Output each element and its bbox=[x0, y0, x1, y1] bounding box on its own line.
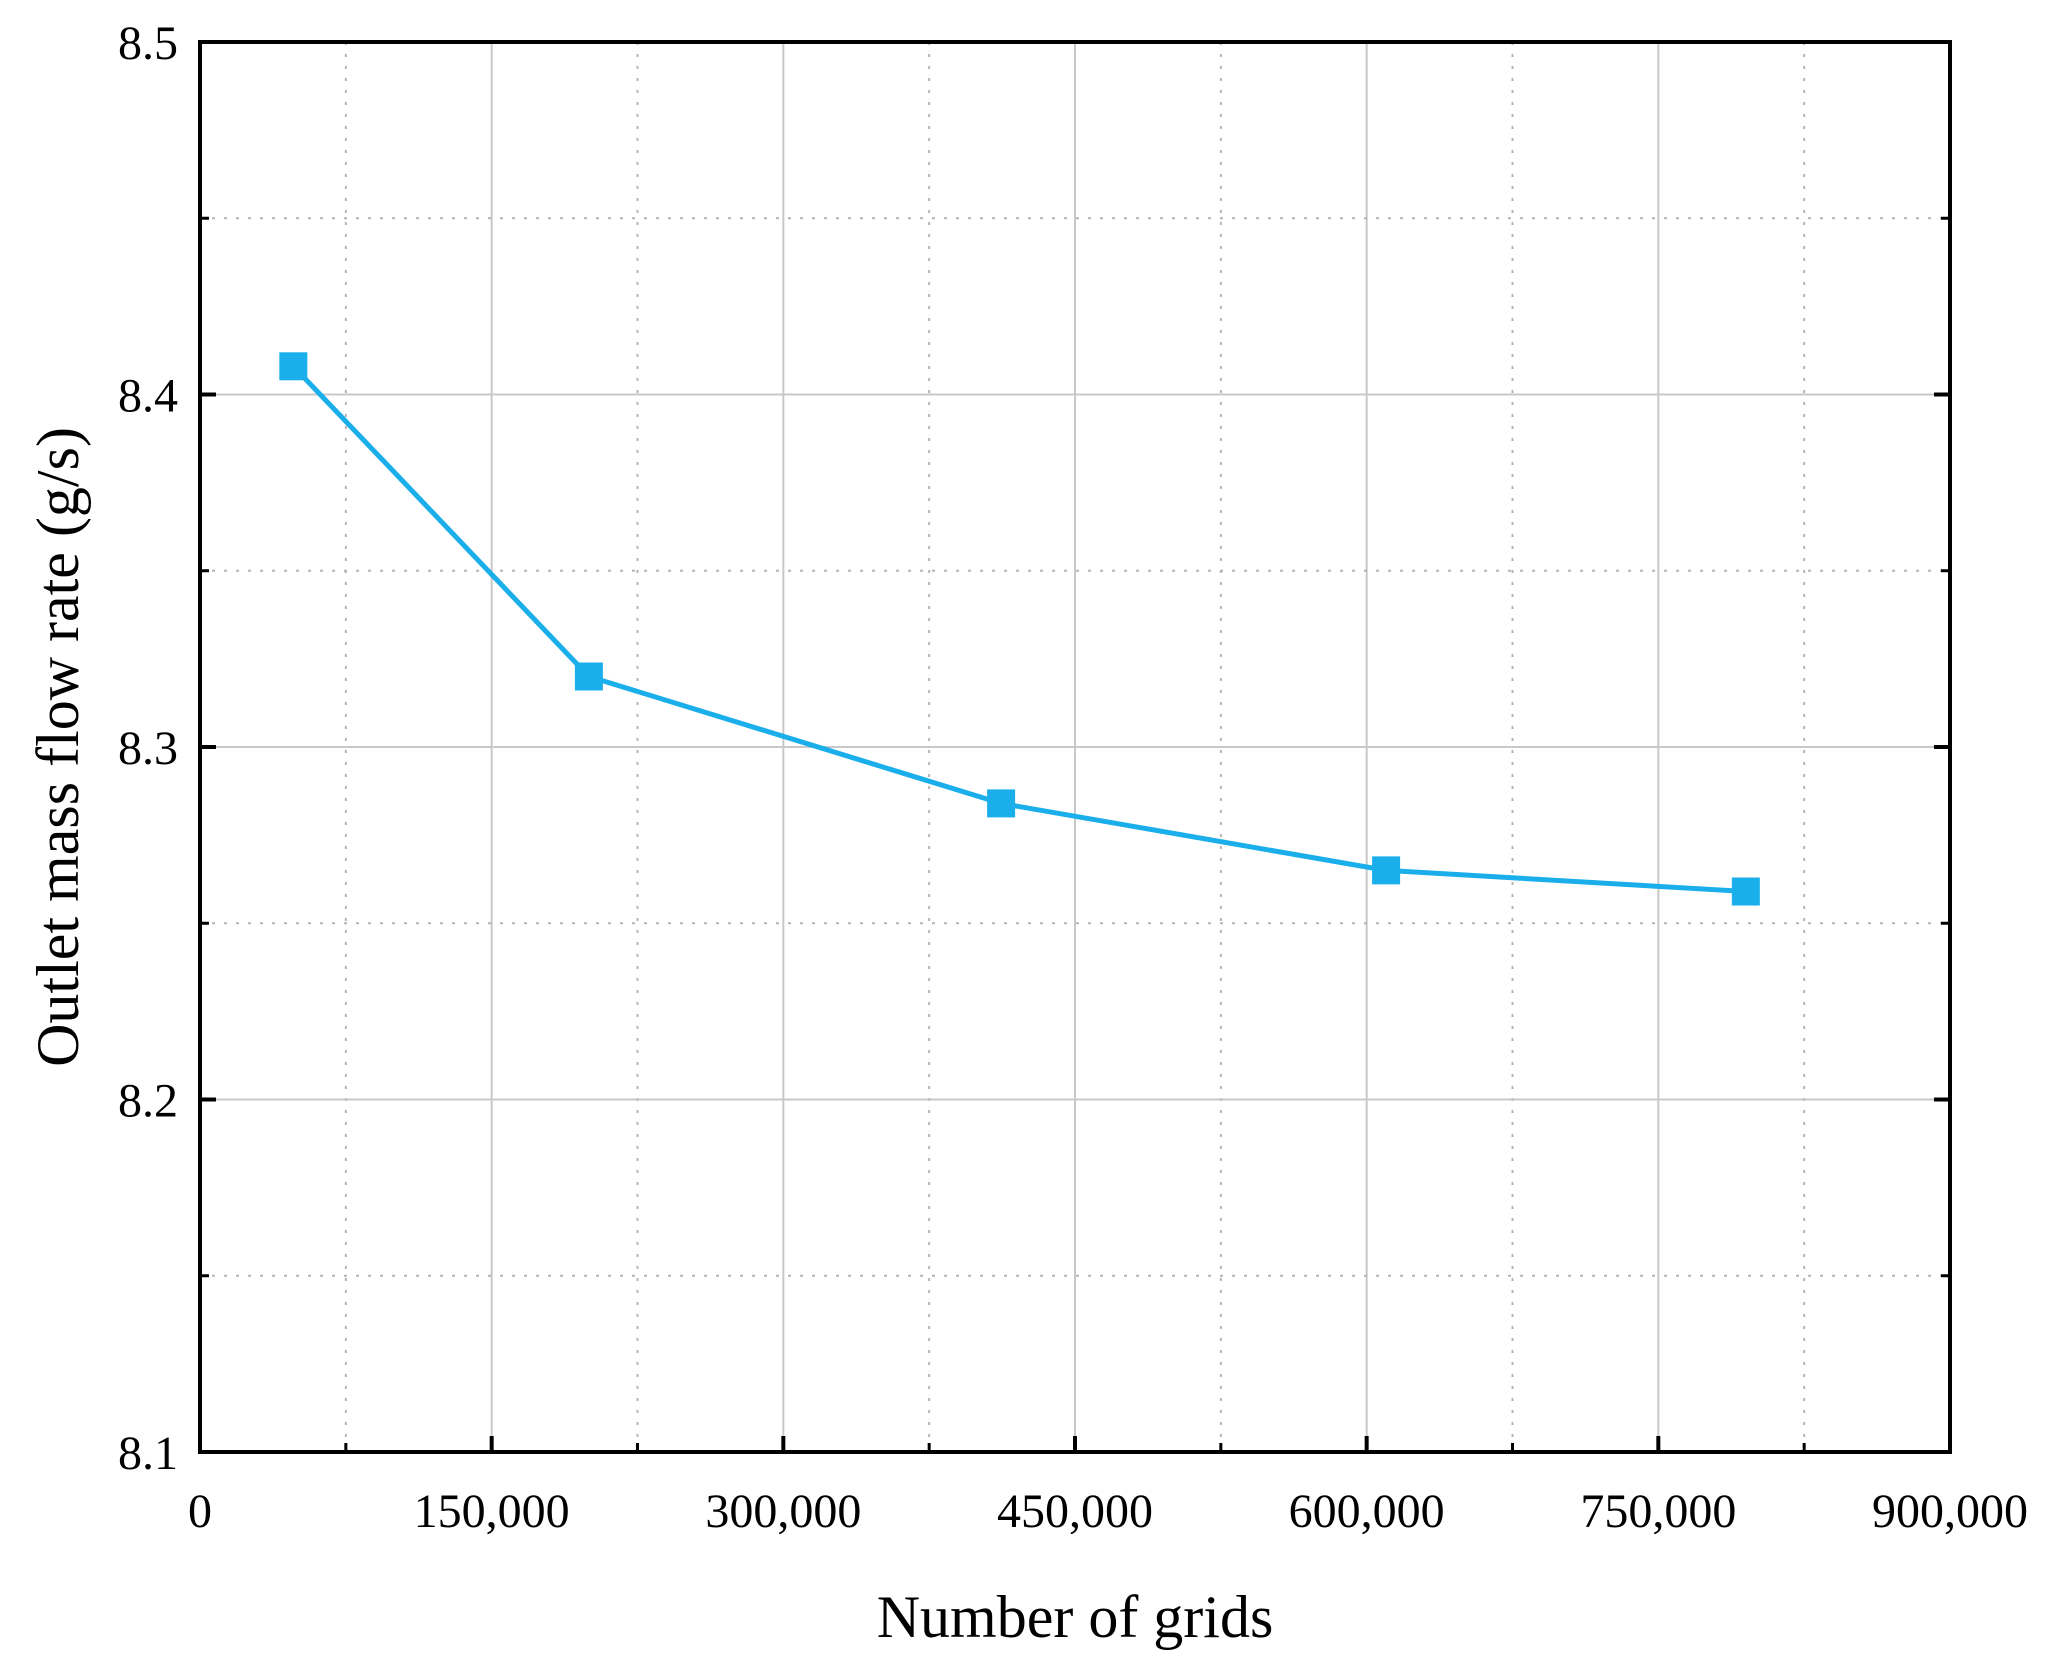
y-tick-label: 8.2 bbox=[118, 1075, 178, 1128]
x-tick-label: 150,000 bbox=[414, 1485, 570, 1538]
x-tick-label: 750,000 bbox=[1580, 1485, 1736, 1538]
y-tick-label: 8.1 bbox=[118, 1427, 178, 1480]
axis-ticks bbox=[198, 40, 1952, 1454]
y-tick-label: 8.3 bbox=[118, 722, 178, 775]
x-tick-label: 0 bbox=[188, 1485, 212, 1538]
grid-lines bbox=[200, 42, 1950, 1452]
series-layer bbox=[279, 352, 1760, 906]
x-axis-title: Number of grids bbox=[877, 1584, 1274, 1650]
data-point-marker bbox=[1372, 856, 1401, 885]
data-point-marker bbox=[1731, 877, 1760, 906]
data-point-marker bbox=[574, 662, 603, 691]
y-tick-label: 8.4 bbox=[118, 370, 178, 423]
data-point-marker bbox=[279, 352, 308, 381]
y-tick-label: 8.5 bbox=[118, 17, 178, 70]
data-point-marker bbox=[987, 789, 1016, 818]
x-tick-label: 900,000 bbox=[1872, 1485, 2028, 1538]
series-line bbox=[291, 364, 1746, 895]
x-tick-label: 600,000 bbox=[1289, 1485, 1445, 1538]
tick-labels: 0 150,000 300,000 450,000 600,000 750,000 900,… bbox=[118, 17, 2028, 1538]
x-tick-label: 450,000 bbox=[997, 1485, 1153, 1538]
y-axis-title: Outlet mass flow rate (g/s) bbox=[25, 427, 91, 1067]
x-tick-label: 300,000 bbox=[705, 1485, 861, 1538]
